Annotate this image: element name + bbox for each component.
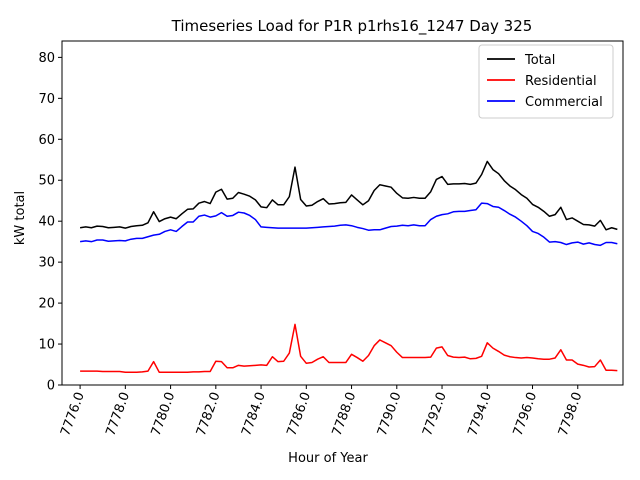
- legend: Total Residential Commercial: [478, 44, 614, 119]
- legend-label-commercial: Commercial: [525, 95, 603, 110]
- y-axis-label: kW total: [13, 191, 28, 245]
- chart-title: Timeseries Load for P1R p1rhs16_1247 Day…: [171, 17, 533, 36]
- legend-label-residential: Residential: [525, 74, 597, 89]
- y-tick-label: 50: [38, 174, 55, 189]
- legend-label-total: Total: [524, 53, 555, 68]
- y-tick-label: 20: [38, 297, 55, 312]
- series-line-total: [79, 160, 618, 231]
- y-tick-label: 10: [38, 338, 55, 353]
- series-line-commercial: [79, 202, 618, 247]
- y-tick-label: 80: [38, 51, 55, 66]
- x-axis-label: Hour of Year: [288, 451, 368, 466]
- y-tick-label: 0: [47, 379, 55, 394]
- legend-box: [478, 44, 614, 119]
- y-tick-label: 60: [38, 133, 55, 148]
- plot-frame: [61, 40, 624, 386]
- series-line-residential: [80, 323, 618, 374]
- y-tick-label: 30: [38, 256, 55, 271]
- y-tick-label: 40: [38, 215, 55, 230]
- y-tick-label: 70: [38, 92, 55, 107]
